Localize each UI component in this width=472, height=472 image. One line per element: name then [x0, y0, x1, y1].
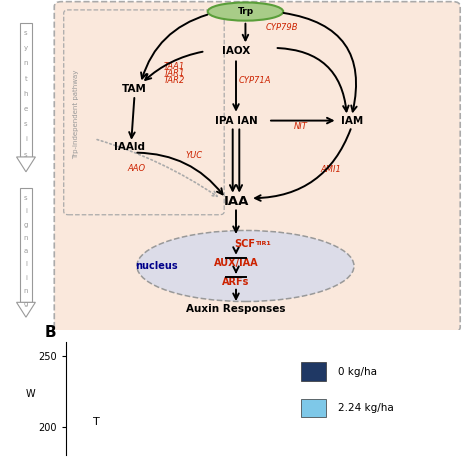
Text: ARFs: ARFs [222, 277, 250, 287]
Text: i: i [25, 275, 27, 280]
Text: y: y [24, 45, 28, 51]
FancyBboxPatch shape [20, 23, 32, 157]
Text: AAO: AAO [128, 164, 146, 173]
Text: n: n [24, 235, 28, 241]
Text: s: s [24, 121, 28, 127]
Text: g: g [24, 301, 28, 307]
Text: 0 kg/ha: 0 kg/ha [338, 367, 377, 377]
FancyBboxPatch shape [54, 2, 460, 332]
Text: AMI1: AMI1 [320, 165, 341, 174]
Text: CYP71A: CYP71A [238, 76, 271, 85]
Text: IAAld: IAAld [114, 142, 145, 152]
Text: i: i [25, 209, 27, 214]
Text: Trp: Trp [237, 7, 253, 16]
Text: a: a [24, 248, 28, 254]
Text: n: n [24, 60, 28, 67]
Text: TAM: TAM [122, 84, 147, 94]
Text: i: i [25, 136, 27, 143]
Text: t: t [25, 76, 27, 82]
Bar [301, 398, 326, 417]
Polygon shape [17, 157, 35, 172]
Text: IAOX: IAOX [222, 46, 250, 56]
Y-axis label: W: W [25, 389, 35, 399]
Text: NIT: NIT [294, 122, 307, 131]
Text: YUC: YUC [185, 152, 202, 160]
Text: l: l [25, 261, 27, 267]
Text: TAA1: TAA1 [164, 61, 185, 71]
Bar [301, 362, 326, 381]
Text: IPA IAN: IPA IAN [215, 116, 257, 126]
Text: T: T [93, 417, 100, 427]
Ellipse shape [208, 2, 283, 21]
Text: TIR1: TIR1 [255, 241, 270, 245]
Text: n: n [24, 288, 28, 294]
Ellipse shape [137, 230, 354, 302]
FancyBboxPatch shape [20, 188, 32, 303]
Text: CYP79B: CYP79B [266, 23, 298, 32]
Text: TAR2: TAR2 [164, 76, 185, 85]
Text: 2.24 kg/ha: 2.24 kg/ha [338, 403, 394, 413]
Text: s: s [24, 195, 28, 201]
Text: IAA: IAA [223, 195, 249, 208]
Text: Auxin Responses: Auxin Responses [186, 304, 286, 314]
Text: B: B [45, 326, 57, 340]
Text: s: s [24, 152, 28, 158]
Text: h: h [24, 91, 28, 97]
Text: e: e [24, 106, 28, 112]
Text: SCF: SCF [235, 238, 255, 248]
Polygon shape [17, 303, 35, 317]
Text: TAR1: TAR1 [164, 69, 185, 78]
Text: AUX/IAA: AUX/IAA [214, 258, 258, 268]
Text: s: s [24, 30, 28, 36]
Text: g: g [24, 222, 28, 228]
Text: IAM: IAM [340, 116, 363, 126]
Text: Trp-independent pathway: Trp-independent pathway [74, 69, 79, 159]
Text: nucleus: nucleus [135, 261, 178, 271]
